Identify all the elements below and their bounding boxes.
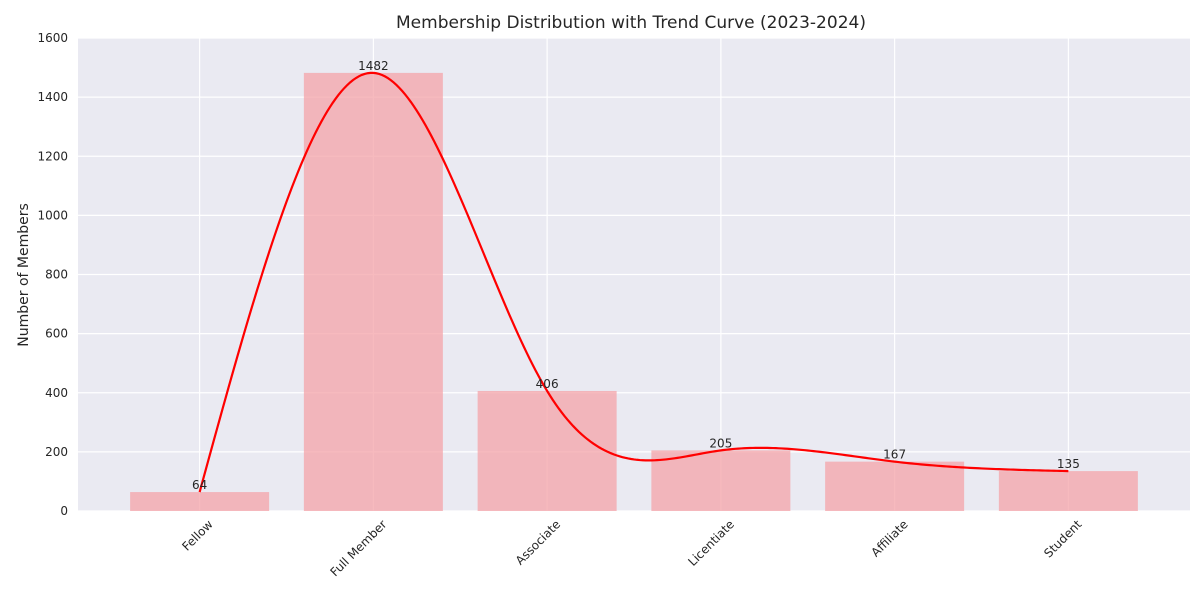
y-tick-label: 1400 — [37, 90, 68, 104]
y-axis-label: Number of Members — [16, 203, 32, 347]
data-label: 64 — [192, 478, 207, 492]
x-tick-label: Associate — [513, 517, 564, 568]
bar-full-member — [303, 72, 443, 511]
bar-affiliate — [825, 461, 965, 511]
data-label: 167 — [883, 448, 906, 462]
data-label: 135 — [1057, 457, 1080, 471]
y-tick-label: 1000 — [37, 208, 68, 222]
x-tick-label: Fellow — [179, 517, 216, 554]
bar-licentiate — [651, 450, 791, 511]
data-labels: 64 1482 406 205 167 135 — [192, 59, 1080, 492]
chart-title: Membership Distribution with Trend Curve… — [396, 13, 866, 33]
trend-curve-group — [198, 71, 1069, 493]
y-tick-label: 400 — [45, 386, 68, 400]
x-tick-label: Licentiate — [685, 517, 737, 569]
y-tick-label: 800 — [45, 268, 68, 282]
bars — [130, 72, 1138, 511]
bar-fellow — [130, 492, 270, 511]
y-tick-label: 1200 — [37, 149, 68, 163]
x-tick-label: Student — [1041, 517, 1085, 561]
data-label: 205 — [709, 436, 732, 450]
y-tick-label: 200 — [45, 445, 68, 459]
y-tick-label: 1600 — [37, 31, 68, 45]
y-tick-label: 0 — [60, 504, 68, 518]
bar-student — [998, 471, 1138, 511]
y-axis-ticks: 0 200 400 600 800 1000 1200 1400 1600 — [37, 31, 68, 518]
data-label: 1482 — [358, 59, 389, 73]
x-tick-label: Full Member — [327, 517, 389, 579]
x-tick-label: Affiliate — [868, 517, 910, 559]
data-label: 406 — [536, 377, 559, 391]
y-tick-label: 600 — [45, 327, 68, 341]
trend-curve — [198, 71, 1069, 493]
bar-associate — [477, 390, 617, 511]
x-axis-ticks: Fellow Full Member Associate Licentiate Affi… — [179, 517, 1084, 579]
